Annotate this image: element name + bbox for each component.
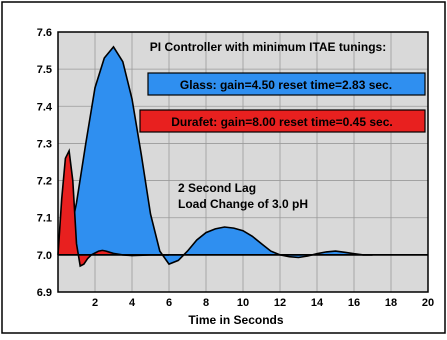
x-tick-14: 14 bbox=[311, 297, 324, 309]
annotation-lag: 2 Second Lag bbox=[178, 181, 256, 195]
y-tick-7.5: 7.5 bbox=[37, 64, 52, 76]
series-area-0 bbox=[58, 46, 373, 265]
y-tick-7.3: 7.3 bbox=[37, 138, 52, 150]
annotation-load-change: Load Change of 3.0 pH bbox=[178, 197, 308, 211]
x-tick-16: 16 bbox=[348, 297, 360, 309]
x-tick-8: 8 bbox=[203, 297, 209, 309]
x-tick-labels: 2 4 6 8 10 12 14 16 18 20 bbox=[92, 297, 434, 309]
x-tick-18: 18 bbox=[385, 297, 397, 309]
x-tick-12: 12 bbox=[274, 297, 286, 309]
x-tick-2: 2 bbox=[92, 297, 98, 309]
outer-border bbox=[1, 1, 446, 334]
y-tick-7.6: 7.6 bbox=[37, 27, 52, 39]
x-tick-6: 6 bbox=[166, 297, 172, 309]
chart-title: PI Controller with minimum ITAE tunings: bbox=[150, 40, 386, 54]
x-axis-title: Time in Seconds bbox=[188, 313, 283, 327]
y-tick-6.9: 6.9 bbox=[37, 287, 52, 299]
durafet-legend-box bbox=[139, 109, 426, 133]
y-tick-labels: 6.9 7.0 7.1 7.2 7.3 7.4 7.5 7.6 bbox=[37, 27, 53, 299]
y-tick-7.1: 7.1 bbox=[37, 213, 52, 225]
y-tick-7.0: 7.0 bbox=[37, 250, 52, 262]
glass-legend-label: Glass: gain=4.50 reset time=2.83 sec. bbox=[180, 78, 392, 92]
x-tick-20: 20 bbox=[422, 297, 434, 309]
plot-border bbox=[57, 31, 429, 293]
x-tick-4: 4 bbox=[129, 297, 136, 309]
y-tick-7.4: 7.4 bbox=[37, 101, 53, 113]
durafet-legend-label: Durafet: gain=8.00 reset time=0.45 sec. bbox=[171, 115, 392, 129]
x-tick-10: 10 bbox=[237, 297, 249, 309]
series-line-0 bbox=[57, 45, 373, 266]
y-tick-7.2: 7.2 bbox=[37, 176, 52, 188]
glass-legend-box bbox=[147, 72, 426, 96]
